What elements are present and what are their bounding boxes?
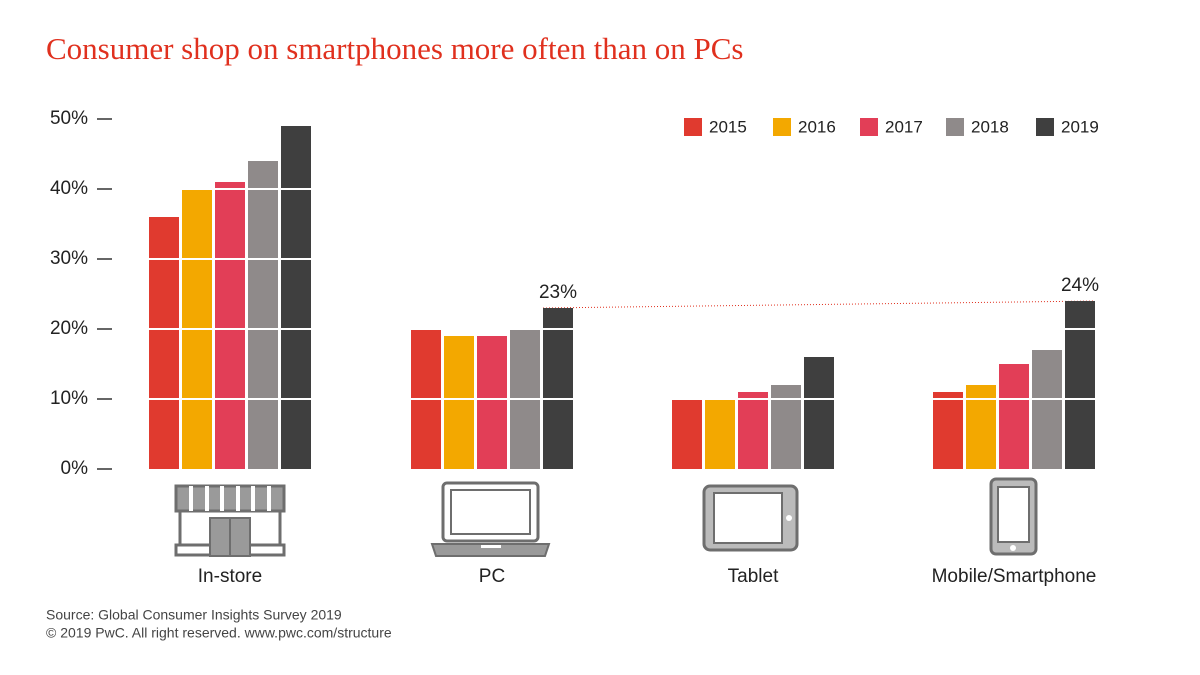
legend-label: 2019	[1061, 117, 1099, 136]
bar	[543, 308, 573, 469]
laptop-icon	[430, 481, 551, 557]
legend-swatch	[773, 118, 791, 136]
legend-label: 2015	[709, 117, 747, 136]
legend-label: 2016	[798, 117, 836, 136]
chart-title: Consumer shop on smartphones more often …	[46, 31, 743, 66]
bar	[1032, 350, 1062, 469]
bar	[738, 392, 768, 469]
legend-label: 2017	[885, 117, 923, 136]
y-tick-label: 40%	[50, 178, 88, 199]
x-tick-label: In-store	[198, 566, 262, 587]
bar	[477, 336, 507, 469]
source-note: Source: Global Consumer Insights Survey …	[46, 607, 342, 623]
legend-swatch	[684, 118, 702, 136]
store-icon	[174, 484, 286, 557]
y-tick-label: 10%	[50, 388, 88, 409]
bar	[444, 336, 474, 469]
legend-swatch	[946, 118, 964, 136]
x-tick-label: PC	[479, 566, 505, 587]
bar	[672, 399, 702, 469]
legend-label: 2018	[971, 117, 1009, 136]
bar	[933, 392, 963, 469]
legend-swatch	[860, 118, 878, 136]
bar	[215, 182, 245, 469]
tablet-icon	[702, 484, 799, 552]
y-tick-label: 0%	[61, 458, 89, 479]
x-tick-label: Tablet	[728, 566, 779, 587]
value-label: 23%	[539, 282, 577, 303]
bar	[248, 161, 278, 469]
y-tick-label: 20%	[50, 318, 88, 339]
reference-line	[542, 300, 1096, 309]
bar	[281, 126, 311, 469]
y-tick-label: 50%	[50, 108, 88, 129]
bar	[771, 385, 801, 469]
y-tick-label: 30%	[50, 248, 88, 269]
bar	[804, 357, 834, 469]
bar	[999, 364, 1029, 469]
legend-swatch	[1036, 118, 1054, 136]
phone-icon	[989, 477, 1038, 556]
bar	[149, 217, 179, 469]
bar	[1065, 301, 1095, 469]
value-label: 24%	[1061, 275, 1099, 296]
bar	[705, 399, 735, 469]
bar	[966, 385, 996, 469]
x-tick-label: Mobile/Smartphone	[932, 566, 1097, 587]
copyright-note: © 2019 PwC. All right reserved. www.pwc.…	[46, 625, 392, 641]
